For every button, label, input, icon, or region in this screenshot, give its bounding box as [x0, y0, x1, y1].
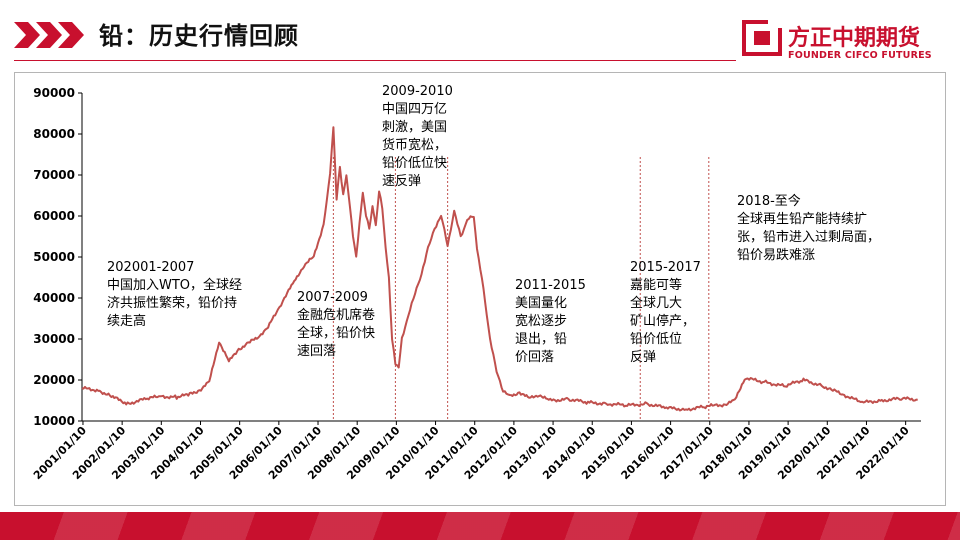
chart-frame: 10000 20000 30000 40000 50000 60000 70000 80000… — [14, 72, 946, 506]
y-tick-label: 60000 — [33, 209, 75, 223]
price-line — [81, 126, 918, 412]
annotation-2009-2010: 2009-2010 中国四万亿 刺激，美国 货币宽松， 铅价低位快 速反弹 — [382, 84, 453, 189]
page-title: 铅：历史行情回顾 — [99, 22, 299, 50]
brand-name-en: FOUNDER CIFCO FUTURES — [788, 50, 932, 61]
footer-band — [0, 512, 960, 540]
brand-name-cn: 方正中期期货 — [788, 26, 921, 51]
y-tick-label: 90000 — [33, 86, 75, 100]
brand-mark-icon — [742, 20, 782, 56]
y-tick-label: 50000 — [33, 250, 75, 264]
title-divider — [14, 60, 736, 61]
y-tick-label: 10000 — [33, 414, 75, 428]
y-tick-label: 40000 — [33, 291, 75, 305]
brand-logo: 方正中期期货 FOUNDER CIFCO FUTURES — [742, 18, 942, 64]
y-tick-label: 70000 — [33, 168, 75, 182]
title-chevrons-icon — [14, 22, 84, 48]
y-tick-label: 80000 — [33, 127, 75, 141]
annotation-2007-2009: 2007-2009 金融危机席卷 全球，铅价快 速回落 — [297, 290, 376, 359]
annotation-2015-2017: 2015-2017 嘉能可等 全球几大 矿山停产， 铅价低位 反弹 — [630, 260, 701, 365]
y-tick-label: 30000 — [33, 332, 75, 346]
annotation-2018-now: 2018-至今 全球再生铅产能持续扩 张，铅市进入过剩局面， 铅价易跌难涨 — [737, 194, 881, 263]
lead-price-chart: 10000 20000 30000 40000 50000 60000 70000 80000… — [31, 86, 921, 482]
y-tick-label: 20000 — [33, 373, 75, 387]
annotation-2011-2015: 2011-2015 美国量化 宽松逐步 退出，铅 价回落 — [515, 278, 586, 365]
annotation-2001-2007: 202001-2007 中国加入WTO，全球经 济共振性繁荣，铅价持 续走高 — [107, 260, 243, 329]
